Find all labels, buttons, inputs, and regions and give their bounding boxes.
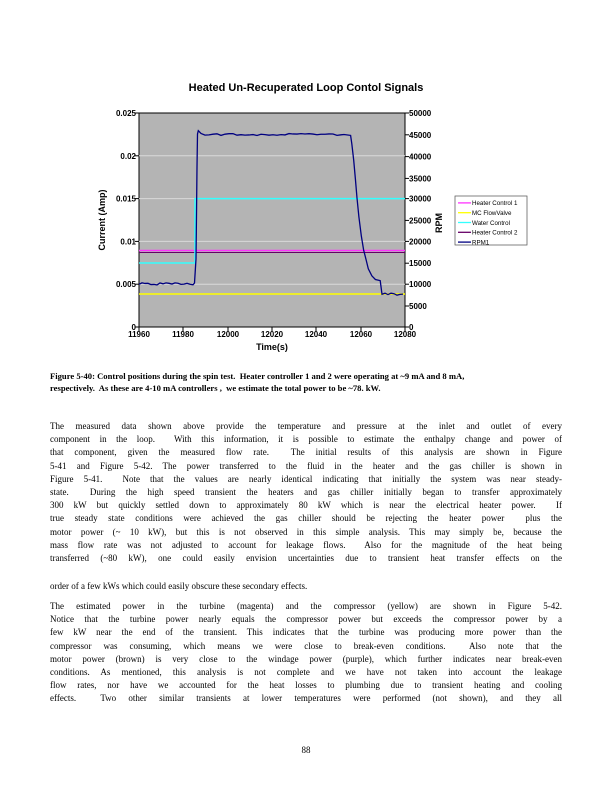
svg-text:0.015: 0.015 xyxy=(116,195,137,204)
svg-text:0.005: 0.005 xyxy=(116,280,137,289)
svg-text:Heater Control 1: Heater Control 1 xyxy=(472,200,518,207)
svg-text:Water Control: Water Control xyxy=(472,220,510,227)
svg-text:12020: 12020 xyxy=(261,330,284,339)
svg-text:12060: 12060 xyxy=(350,330,373,339)
svg-text:5000: 5000 xyxy=(409,302,427,311)
svg-text:12040: 12040 xyxy=(305,330,328,339)
svg-text:Current (Amp): Current (Amp) xyxy=(97,190,107,251)
svg-text:20000: 20000 xyxy=(409,237,432,246)
svg-text:25000: 25000 xyxy=(409,216,432,225)
svg-text:30000: 30000 xyxy=(409,195,432,204)
svg-text:12000: 12000 xyxy=(217,330,240,339)
svg-text:Heater Control 2: Heater Control 2 xyxy=(472,230,518,237)
svg-text:45000: 45000 xyxy=(409,131,432,140)
svg-text:10000: 10000 xyxy=(409,280,432,289)
svg-text:50000: 50000 xyxy=(409,109,432,118)
svg-text:RPM1: RPM1 xyxy=(472,239,490,246)
svg-text:15000: 15000 xyxy=(409,259,432,268)
svg-text:12080: 12080 xyxy=(394,330,417,339)
svg-text:MC FlowValve: MC FlowValve xyxy=(472,210,512,217)
svg-text:0.02: 0.02 xyxy=(120,152,136,161)
svg-text:Time(s): Time(s) xyxy=(256,342,288,352)
svg-text:0.025: 0.025 xyxy=(116,109,137,118)
svg-text:35000: 35000 xyxy=(409,174,432,183)
svg-text:11980: 11980 xyxy=(172,330,194,339)
svg-text:0.01: 0.01 xyxy=(120,237,136,246)
svg-text:40000: 40000 xyxy=(409,153,432,162)
svg-text:RPM: RPM xyxy=(434,213,444,233)
svg-text:11960: 11960 xyxy=(128,330,150,339)
